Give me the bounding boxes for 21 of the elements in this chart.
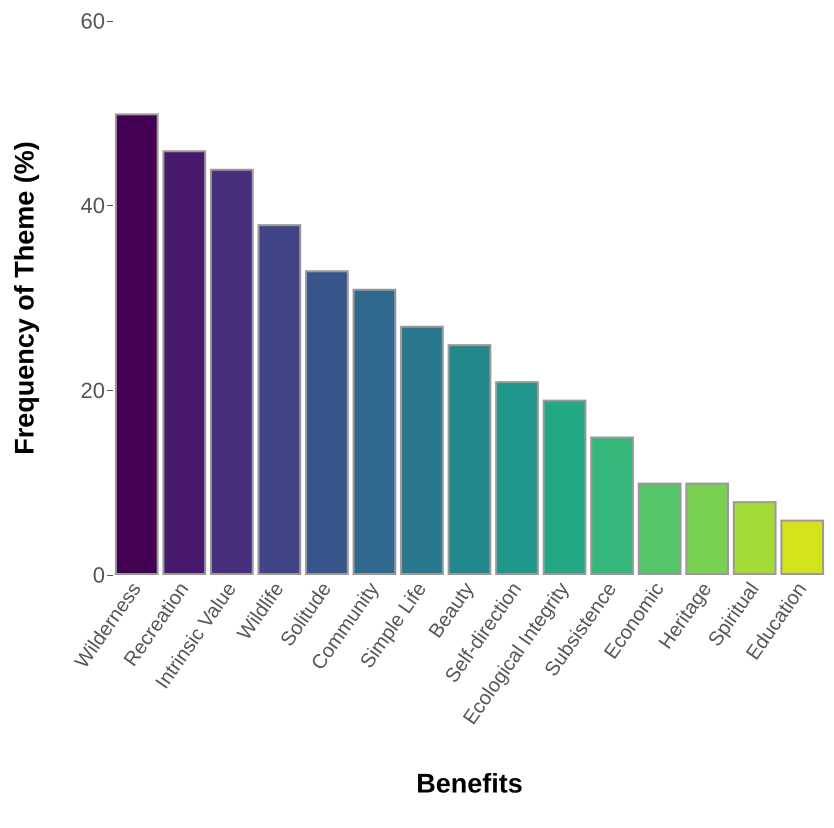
y-tick-label: 20 — [80, 378, 105, 403]
bar — [590, 436, 634, 575]
bar — [542, 400, 586, 575]
bar — [638, 482, 682, 575]
bar — [780, 520, 824, 575]
bar — [114, 113, 159, 575]
y-axis-title: Frequency of Theme (%) — [10, 141, 40, 455]
bar — [448, 344, 492, 575]
bar — [305, 270, 349, 575]
bar — [495, 381, 539, 575]
x-axis-title: Benefits — [416, 768, 523, 798]
y-tick-label: 0 — [92, 562, 105, 588]
bar — [685, 482, 730, 575]
y-tick-label: 40 — [80, 193, 105, 218]
y-tick-label: 60 — [80, 8, 105, 34]
bar — [400, 326, 444, 575]
bar — [258, 224, 302, 575]
bar — [732, 501, 777, 575]
bar — [162, 150, 206, 575]
bar — [352, 288, 396, 575]
bar — [210, 168, 254, 575]
